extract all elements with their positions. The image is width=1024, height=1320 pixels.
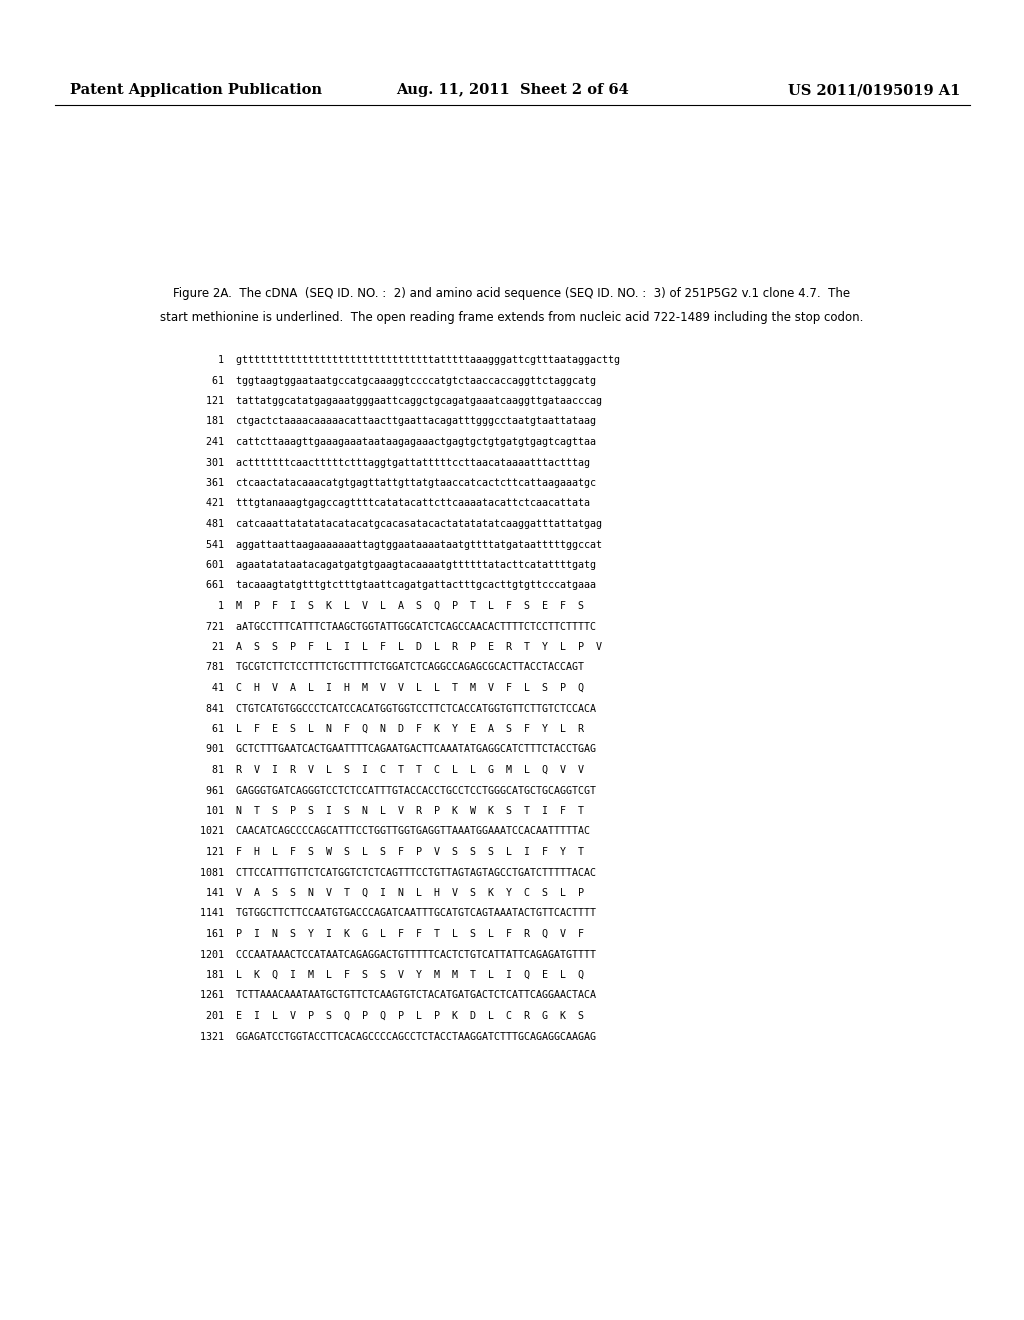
Text: 421  tttgtanaaagtgagccagttttcatatacattcttcaaaatacattctcaacattata: 421 tttgtanaaagtgagccagttttcatatacattctt… [200, 499, 590, 508]
Text: 161  P  I  N  S  Y  I  K  G  L  F  F  T  L  S  L  F  R  Q  V  F: 161 P I N S Y I K G L F F T L S L F R Q … [200, 929, 584, 939]
Text: 121  F  H  L  F  S  W  S  L  S  F  P  V  S  S  S  L  I  F  Y  T: 121 F H L F S W S L S F P V S S S L I F … [200, 847, 584, 857]
Text: 81  R  V  I  R  V  L  S  I  C  T  T  C  L  L  G  M  L  Q  V  V: 81 R V I R V L S I C T T C L L G M L Q V… [200, 766, 584, 775]
Text: 61  L  F  E  S  L  N  F  Q  N  D  F  K  Y  E  A  S  F  Y  L  R: 61 L F E S L N F Q N D F K Y E A S F Y L… [200, 723, 584, 734]
Text: 1201  CCCAATAAACTCCATAATCAGAGGACTGTTTTTCACTCTGTCATTATTCAGAGATGTTTT: 1201 CCCAATAAACTCCATAATCAGAGGACTGTTTTTCA… [200, 949, 596, 960]
Text: 1  M  P  F  I  S  K  L  V  L  A  S  Q  P  T  L  F  S  E  F  S: 1 M P F I S K L V L A S Q P T L F S E F … [200, 601, 584, 611]
Text: 781  TGCGTCTTCTCCTTTCTGCTTTTCTGGATCTCAGGCCAGAGCGCACTTACCTACCAGT: 781 TGCGTCTTCTCCTTTCTGCTTTTCTGGATCTCAGGC… [200, 663, 584, 672]
Text: 481  catcaaattatatatacatacatgcacasatacactatatatatcaaggatttattatgag: 481 catcaaattatatatacatacatgcacasatacact… [200, 519, 602, 529]
Text: 901  GCTCTTTGAATCACTGAATTTTCAGAATGACTTCAAATATGAGGCATCTTTCTACCTGAG: 901 GCTCTTTGAATCACTGAATTTTCAGAATGACTTCAA… [200, 744, 596, 755]
Text: 21  A  S  S  P  F  L  I  L  F  L  D  L  R  P  E  R  T  Y  L  P  V: 21 A S S P F L I L F L D L R P E R T Y L… [200, 642, 602, 652]
Text: Patent Application Publication: Patent Application Publication [70, 83, 322, 96]
Text: 721  aATGCCTTTCATTTCTAAGCTGGTATTGGCATCTCAGCCAACACTTTTCTCCTTCTTTTC: 721 aATGCCTTTCATTTCTAAGCTGGTATTGGCATCTCA… [200, 622, 596, 631]
Text: 241  cattcttaaagttgaaagaaataataagagaaactgagtgctgtgatgtgagtcagttaa: 241 cattcttaaagttgaaagaaataataagagaaactg… [200, 437, 596, 447]
Text: 41  C  H  V  A  L  I  H  M  V  V  L  L  T  M  V  F  L  S  P  Q: 41 C H V A L I H M V V L L T M V F L S P… [200, 682, 584, 693]
Text: 1  gttttttttttttttttttttttttttttttttatttttaaagggattcgtttaataggacttg: 1 gttttttttttttttttttttttttttttttttatttt… [200, 355, 620, 366]
Text: 541  aggattaattaagaaaaaaattagtggaataaaataatgttttatgataatttttggccat: 541 aggattaattaagaaaaaaattagtggaataaaata… [200, 540, 602, 549]
Text: start methionine is underlined.  The open reading frame extends from nucleic aci: start methionine is underlined. The open… [161, 312, 863, 325]
Text: 61  tggtaagtggaataatgccatgcaaaggtccccatgtctaaccaccaggttctaggcatg: 61 tggtaagtggaataatgccatgcaaaggtccccatgt… [200, 375, 596, 385]
Text: 181  L  K  Q  I  M  L  F  S  S  V  Y  M  M  T  L  I  Q  E  L  Q: 181 L K Q I M L F S S V Y M M T L I Q E … [200, 970, 584, 979]
Text: 1021  CAACATCAGCCCCAGCATTTCCTGGTTGGTGAGGTTAAATGGAAATCCACAATTTTTAC: 1021 CAACATCAGCCCCAGCATTTCCTGGTTGGTGAGGT… [200, 826, 590, 837]
Text: 961  GAGGGTGATCAGGGTCCTCTCCATTTGTACCACCTGCCTCCTGGGCATGCTGCAGGTCGT: 961 GAGGGTGATCAGGGTCCTCTCCATTTGTACCACCTG… [200, 785, 596, 796]
Text: 301  actttttttcaactttttctttaggtgattatttttccttaacataaaatttactttag: 301 actttttttcaactttttctttaggtgattattttt… [200, 458, 590, 467]
Text: US 2011/0195019 A1: US 2011/0195019 A1 [787, 83, 961, 96]
Text: 661  tacaaagtatgtttgtctttgtaattcagatgattactttgcacttgtgttcccatgaaa: 661 tacaaagtatgtttgtctttgtaattcagatgatta… [200, 581, 596, 590]
Text: 141  V  A  S  S  N  V  T  Q  I  N  L  H  V  S  K  Y  C  S  L  P: 141 V A S S N V T Q I N L H V S K Y C S … [200, 888, 584, 898]
Text: 1261  TCTTAAACAAATAATGCTGTTCTCAAGTGTCTACATGATGACTCTCATTCAGGAACTACA: 1261 TCTTAAACAAATAATGCTGTTCTCAAGTGTCTACA… [200, 990, 596, 1001]
Text: 201  E  I  L  V  P  S  Q  P  Q  P  L  P  K  D  L  C  R  G  K  S: 201 E I L V P S Q P Q P L P K D L C R G … [200, 1011, 584, 1020]
Text: 101  N  T  S  P  S  I  S  N  L  V  R  P  K  W  K  S  T  I  F  T: 101 N T S P S I S N L V R P K W K S T I … [200, 807, 584, 816]
Text: 181  ctgactctaaaacaaaaacattaacttgaattacagatttgggcctaatgtaattataag: 181 ctgactctaaaacaaaaacattaacttgaattacag… [200, 417, 596, 426]
Text: Aug. 11, 2011  Sheet 2 of 64: Aug. 11, 2011 Sheet 2 of 64 [395, 83, 629, 96]
Text: 841  CTGTCATGTGGCCCTCATCCACATGGTGGTCCTTCTCACCATGGTGTTCTTGTCTCCACA: 841 CTGTCATGTGGCCCTCATCCACATGGTGGTCCTTCT… [200, 704, 596, 714]
Text: 601  agaatatataatacagatgatgtgaagtacaaaatgttttttatacttcatattttgatg: 601 agaatatataatacagatgatgtgaagtacaaaatg… [200, 560, 596, 570]
Text: Figure 2A.  The cDNA  (SEQ ID. NO. :  2) and amino acid sequence (SEQ ID. NO. : : Figure 2A. The cDNA (SEQ ID. NO. : 2) an… [173, 286, 851, 300]
Text: 1321  GGAGATCCTGGTACCTTCACAGCCCCAGCCTCTACCTAAGGATCTTTGCAGAGGCAAGAG: 1321 GGAGATCCTGGTACCTTCACAGCCCCAGCCTCTAC… [200, 1031, 596, 1041]
Text: 361  ctcaactatacaaacatgtgagttattgttatgtaaccatcactcttcattaagaaatgc: 361 ctcaactatacaaacatgtgagttattgttatgtaa… [200, 478, 596, 488]
Text: 1141  TGTGGCTTCTTCCAATGTGACCCAGATCAATTTGCATGTCAGTAAATACTGTTCACTTTT: 1141 TGTGGCTTCTTCCAATGTGACCCAGATCAATTTGC… [200, 908, 596, 919]
Text: 121  tattatggcatatgagaaatgggaattcaggctgcagatgaaatcaaggttgataacccag: 121 tattatggcatatgagaaatgggaattcaggctgca… [200, 396, 602, 407]
Text: 1081  CTTCCATTTGTTCTCATGGTCTCTCAGTTTCCTGTTAGTAGTAGCCTGATCTTTTTACAC: 1081 CTTCCATTTGTTCTCATGGTCTCTCAGTTTCCTGT… [200, 867, 596, 878]
